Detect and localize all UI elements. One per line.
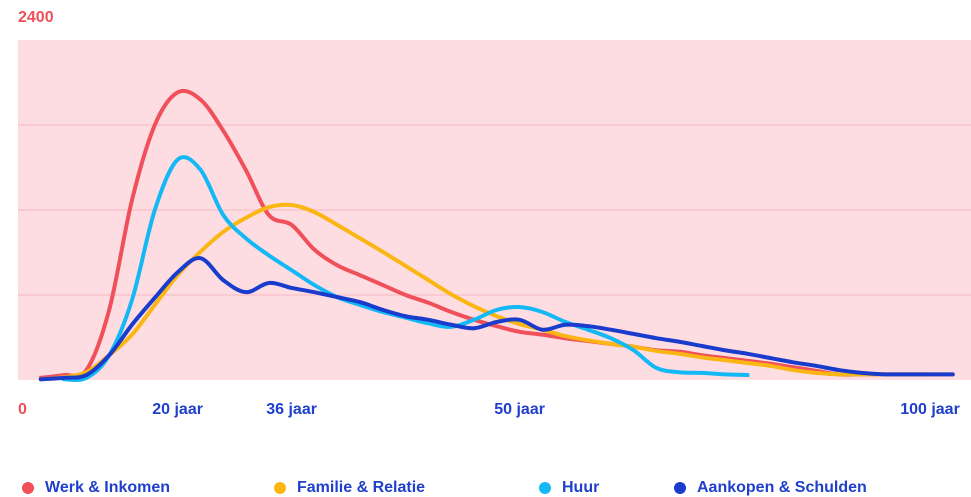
legend-label: Huur (562, 479, 599, 496)
y-tick-label: 0 (18, 401, 27, 418)
line-series (38, 88, 932, 380)
line-series (38, 256, 955, 382)
x-tick-label: 100 jaar (900, 401, 960, 418)
legend-marker (539, 482, 551, 494)
legend-marker (674, 482, 686, 494)
x-tick-label: 36 jaar (266, 401, 317, 418)
x-tick-label: 20 jaar (152, 401, 203, 418)
y-tick-label: 2400 (18, 9, 54, 26)
legend-marker (274, 482, 286, 494)
legend-marker (22, 482, 34, 494)
x-tick-label: 50 jaar (494, 401, 545, 418)
legend-label: Aankopen & Schulden (697, 479, 867, 496)
legend-label: Werk & Inkomen (45, 479, 170, 496)
legend-label: Familie & Relatie (297, 479, 425, 496)
